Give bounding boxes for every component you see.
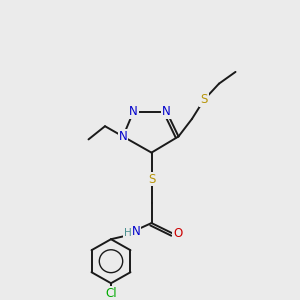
Text: H: H [124, 228, 131, 238]
Text: S: S [200, 93, 208, 106]
Text: N: N [118, 130, 127, 143]
Text: Cl: Cl [105, 287, 117, 300]
Text: N: N [129, 105, 138, 118]
Text: O: O [173, 227, 182, 240]
Text: N: N [132, 225, 141, 239]
Text: S: S [148, 172, 155, 185]
Text: N: N [162, 105, 171, 118]
